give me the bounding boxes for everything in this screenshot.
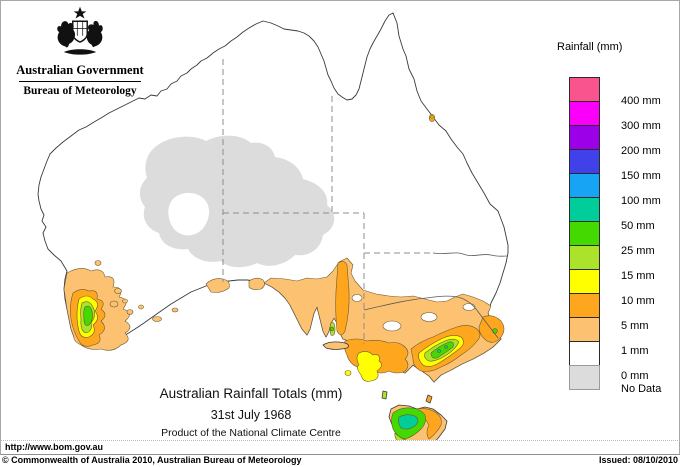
rainfall-legend: Rainfall (mm) 400 mm 300 mm 200 mm 150 mm 10… (553, 41, 677, 395)
government-header: Australian Government Bureau of Meteorol… (11, 5, 149, 97)
coat-of-arms-icon (57, 6, 103, 55)
map-content-area: Australian Government Bureau of Meteorol… (0, 0, 680, 441)
legend-swatch-50-mm (569, 197, 600, 222)
map-caption: Australian Rainfall Totals (mm) 31st Jul… (96, 386, 406, 439)
legend-swatch-5-mm (569, 293, 600, 318)
legend-label-150-mm: 150 mm (621, 170, 661, 182)
legend-label-no-data: No Data (621, 382, 662, 395)
legend-swatch-200-mm (569, 125, 600, 150)
caption-product: Product of the National Climate Centre (161, 427, 341, 439)
border-nsw-vic-murray (363, 295, 499, 339)
tasmania (381, 390, 448, 441)
legend-label-300-mm: 300 mm (621, 120, 661, 132)
legend-label-100-mm: 100 mm (621, 195, 661, 207)
legend-label-400-mm: 400 mm (621, 95, 661, 107)
legend-label-50-mm: 50 mm (621, 220, 655, 232)
state-borders (222, 59, 508, 344)
no-data-region (139, 135, 335, 268)
copyright-text: © Commonwealth of Australia 2010, Austra… (2, 455, 302, 465)
legend-scale: 400 mm 300 mm 200 mm 150 mm 100 mm 50 mm 25 mm… (569, 77, 677, 395)
king-island (381, 390, 388, 400)
legend-swatch-300-mm (569, 101, 600, 126)
header-divider (19, 81, 141, 82)
legend-swatch-150-mm (569, 149, 600, 174)
legend-swatch-400-mm (569, 77, 600, 102)
issued-date: Issued: 08/10/2010 (598, 455, 678, 465)
legend-label-5-mm: 5 mm (621, 320, 649, 332)
legend-title: Rainfall (mm) (557, 41, 623, 53)
legend-swatch-1-mm (569, 317, 600, 342)
bureau-title: Bureau of Meteorology (23, 85, 137, 97)
legend-label-200-mm: 200 mm (621, 145, 661, 157)
bom-url: http://www.bom.gov.au (5, 442, 103, 452)
legend-swatch-100-mm (569, 173, 600, 198)
australia-rainfall-map (37, 12, 509, 441)
flinders-island (425, 394, 433, 404)
rainfall-regions (63, 114, 505, 383)
legend-swatch-no-data (569, 365, 600, 390)
url-strip: http://www.bom.gov.au (0, 440, 680, 455)
legend-swatch-10-mm (569, 269, 600, 294)
legend-swatch-0-mm (569, 341, 600, 366)
border-qld-nsw-river (432, 252, 508, 257)
legend-label-1-mm: 1 mm (621, 345, 649, 357)
legend-swatch-25-mm (569, 221, 600, 246)
legend-label-25-mm: 25 mm (621, 245, 655, 257)
government-title: Australian Government (16, 63, 144, 77)
caption-title: Australian Rainfall Totals (mm) (159, 386, 343, 401)
kangaroo-island (322, 341, 349, 350)
legend-label-15-mm: 15 mm (621, 270, 655, 282)
legend-label-0-mm: 0 mm (621, 370, 649, 382)
footer-bar: © Commonwealth of Australia 2010, Austra… (0, 455, 680, 467)
legend-swatch-15-mm (569, 245, 600, 270)
legend-label-10-mm: 10 mm (621, 295, 655, 307)
caption-date: 31st July 1968 (210, 408, 292, 422)
